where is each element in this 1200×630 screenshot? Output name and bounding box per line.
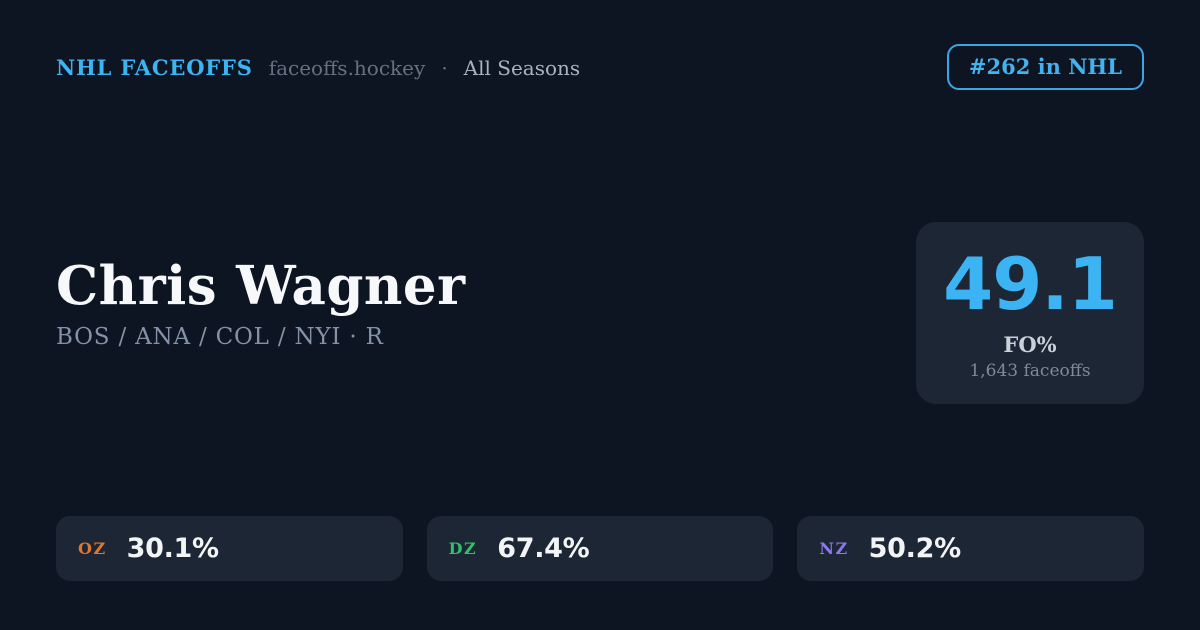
zone-card-neutral: NZ 50.2% xyxy=(797,516,1145,581)
zone-card-offensive: OZ 30.1% xyxy=(56,516,403,581)
rank-badge[interactable]: #262 in NHL xyxy=(946,44,1144,90)
zone-stats-row: OZ 30.1% DZ 67.4% NZ 50.2% xyxy=(56,516,1145,581)
zone-code-oz: OZ xyxy=(78,539,107,558)
header: NHL FACEOFFS faceoffs.hockey · All Seaso… xyxy=(56,44,1144,90)
faceoff-summary-card: 49.1 FO% 1,643 faceoffs xyxy=(916,222,1144,404)
header-left: NHL FACEOFFS faceoffs.hockey · All Seaso… xyxy=(56,55,580,80)
zone-value-dz: 67.4% xyxy=(497,533,590,564)
site-domain-link[interactable]: faceoffs.hockey xyxy=(268,55,426,80)
zone-value-nz: 50.2% xyxy=(868,533,961,564)
player-name: Chris Wagner xyxy=(56,255,466,317)
player-block: Chris Wagner BOS / ANA / COL / NYI · R xyxy=(56,256,466,350)
zone-card-defensive: DZ 67.4% xyxy=(426,516,774,581)
brand-link[interactable]: NHL FACEOFFS xyxy=(56,54,253,80)
dot-separator: · xyxy=(441,55,448,80)
faceoff-count: 1,643 faceoffs xyxy=(969,360,1091,381)
faceoff-percentage-label: FO% xyxy=(1003,331,1057,357)
faceoff-percentage-value: 49.1 xyxy=(943,241,1118,326)
player-teams: BOS / ANA / COL / NYI · R xyxy=(56,323,384,350)
season-filter[interactable]: All Seasons xyxy=(463,55,581,80)
zone-value-oz: 30.1% xyxy=(126,533,219,564)
zone-code-nz: NZ xyxy=(819,539,849,558)
zone-code-dz: DZ xyxy=(448,539,478,558)
